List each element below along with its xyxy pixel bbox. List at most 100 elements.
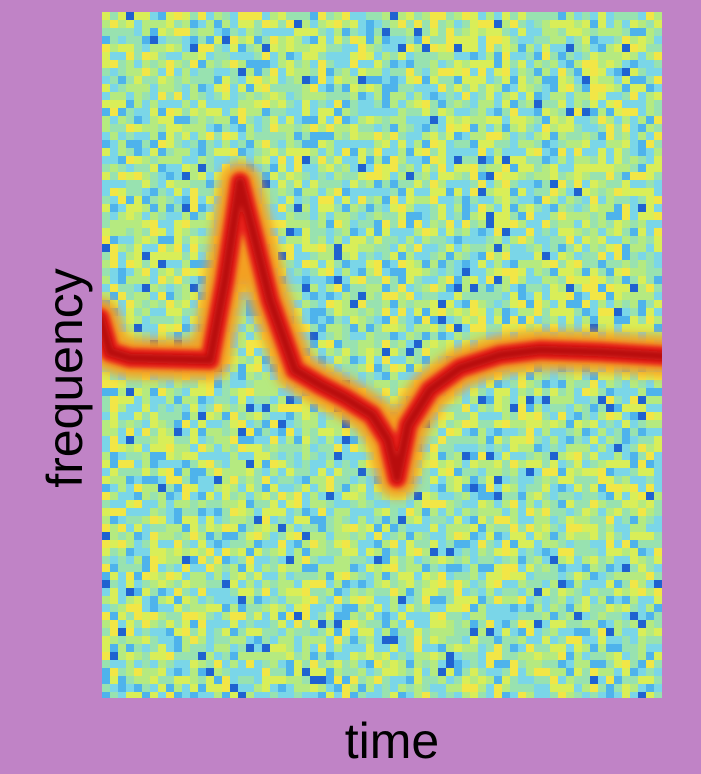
spectrogram-cell xyxy=(206,444,215,453)
spectrogram-cell xyxy=(654,52,663,61)
spectrogram-cell xyxy=(174,524,183,533)
spectrogram-cell xyxy=(510,572,519,581)
spectrogram-cell xyxy=(494,420,503,429)
spectrogram-cell xyxy=(422,60,431,69)
spectrogram-cell xyxy=(646,12,655,21)
spectrogram-cell xyxy=(486,28,495,37)
spectrogram-cell xyxy=(374,324,383,333)
spectrogram-cell xyxy=(598,316,607,325)
spectrogram-cell xyxy=(646,380,655,389)
spectrogram-cell xyxy=(262,532,271,541)
spectrogram-cell xyxy=(398,164,407,173)
spectrogram-cell xyxy=(358,308,367,317)
spectrogram-cell xyxy=(238,396,247,405)
spectrogram-cell xyxy=(174,500,183,509)
spectrogram-cell xyxy=(166,20,175,29)
spectrogram-cell xyxy=(158,260,167,269)
spectrogram-cell xyxy=(398,140,407,149)
spectrogram-cell xyxy=(582,148,591,157)
spectrogram-cell xyxy=(526,484,535,493)
spectrogram-cell xyxy=(518,532,527,541)
spectrogram-cell xyxy=(590,132,599,141)
spectrogram-cell xyxy=(318,452,327,461)
spectrogram-cell xyxy=(366,292,375,301)
spectrogram-cell xyxy=(430,452,439,461)
spectrogram-cell xyxy=(486,268,495,277)
spectrogram-cell xyxy=(462,20,471,29)
spectrogram-cell xyxy=(598,516,607,525)
spectrogram-cell xyxy=(286,468,295,477)
spectrogram-cell xyxy=(542,492,551,501)
spectrogram-cell xyxy=(542,196,551,205)
spectrogram-cell xyxy=(158,156,167,165)
spectrogram-cell xyxy=(574,316,583,325)
spectrogram-cell xyxy=(174,28,183,37)
spectrogram-cell xyxy=(206,68,215,77)
spectrogram-cell xyxy=(302,500,311,509)
spectrogram-cell xyxy=(590,564,599,573)
spectrogram-cell xyxy=(446,404,455,413)
spectrogram-cell xyxy=(302,276,311,285)
spectrogram-cell xyxy=(454,84,463,93)
spectrogram-cell xyxy=(294,516,303,525)
spectrogram-cell xyxy=(174,140,183,149)
spectrogram-cell xyxy=(142,444,151,453)
spectrogram-cell xyxy=(566,292,575,301)
spectrogram-cell xyxy=(598,180,607,189)
spectrogram-cell xyxy=(654,428,663,437)
spectrogram-cell xyxy=(222,524,231,533)
spectrogram-cell xyxy=(150,92,159,101)
spectrogram-cell xyxy=(622,500,631,509)
spectrogram-cell xyxy=(630,324,639,333)
spectrogram-cell xyxy=(414,44,423,53)
spectrogram-cell xyxy=(454,172,463,181)
spectrogram-cell xyxy=(358,148,367,157)
spectrogram-cell xyxy=(454,60,463,69)
spectrogram-cell xyxy=(142,140,151,149)
spectrogram-cell xyxy=(310,444,319,453)
spectrogram-cell xyxy=(230,148,239,157)
spectrogram-cell xyxy=(582,84,591,93)
spectrogram-cell xyxy=(406,52,415,61)
spectrogram-cell xyxy=(334,348,343,357)
spectrogram-cell xyxy=(470,492,479,501)
spectrogram-cell xyxy=(118,28,127,37)
spectrogram-cell xyxy=(238,516,247,525)
spectrogram-cell xyxy=(174,52,183,61)
spectrogram-cell xyxy=(446,316,455,325)
spectrogram-cell xyxy=(262,124,271,133)
spectrogram-cell xyxy=(534,12,543,21)
spectrogram-cell xyxy=(446,444,455,453)
spectrogram-cell xyxy=(238,52,247,61)
spectrogram-cell xyxy=(294,524,303,533)
spectrogram-cell xyxy=(454,188,463,197)
spectrogram-cell xyxy=(486,524,495,533)
spectrogram-cell xyxy=(550,68,559,77)
spectrogram-cell xyxy=(102,220,111,229)
spectrogram-cell xyxy=(310,556,319,565)
spectrogram-cell xyxy=(310,452,319,461)
spectrogram-cell xyxy=(654,476,663,485)
spectrogram-cell xyxy=(478,212,487,221)
spectrogram-cell xyxy=(318,204,327,213)
spectrogram-cell xyxy=(382,220,391,229)
spectrogram-cell xyxy=(478,324,487,333)
spectrogram-cell xyxy=(630,188,639,197)
spectrogram-cell xyxy=(526,428,535,437)
spectrogram-cell xyxy=(390,396,399,405)
spectrogram-cell xyxy=(654,212,663,221)
spectrogram-cell xyxy=(582,196,591,205)
spectrogram-cell xyxy=(582,516,591,525)
spectrogram-cell xyxy=(654,412,663,421)
spectrogram-cell xyxy=(590,476,599,485)
spectrogram-cell xyxy=(518,300,527,309)
spectrogram-cell xyxy=(174,188,183,197)
spectrogram-cell xyxy=(206,428,215,437)
spectrogram-cell xyxy=(550,196,559,205)
spectrogram-cell xyxy=(190,12,199,21)
spectrogram-cell xyxy=(422,100,431,109)
spectrogram-cell xyxy=(502,508,511,517)
spectrogram-cell xyxy=(654,36,663,45)
spectrogram-cell xyxy=(478,252,487,261)
spectrogram-cell xyxy=(350,468,359,477)
